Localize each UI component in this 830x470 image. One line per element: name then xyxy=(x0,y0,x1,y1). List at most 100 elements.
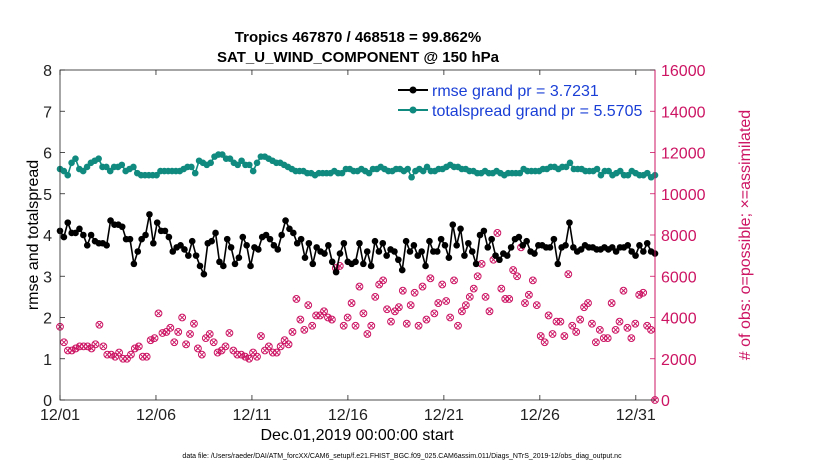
obs-possible-point xyxy=(513,272,521,281)
obs-possible-point xyxy=(639,288,648,297)
obs-assimilated-point xyxy=(305,302,311,308)
spread-point xyxy=(130,163,137,171)
rmse-point xyxy=(142,231,149,239)
rmse-point xyxy=(608,244,616,251)
rmse-point xyxy=(181,246,188,253)
obs-assimilated-point xyxy=(553,319,560,325)
rmse-point xyxy=(476,231,484,239)
obs-possible-point xyxy=(371,292,380,301)
obs-possible-point xyxy=(450,276,458,285)
obs-assimilated-point xyxy=(593,339,599,345)
obs-possible-point xyxy=(146,336,155,345)
obs-possible-point xyxy=(422,315,431,324)
spread-point xyxy=(226,155,234,162)
rmse-point xyxy=(255,246,262,253)
obs-possible-point xyxy=(276,342,285,351)
obs-assimilated-point xyxy=(423,317,430,323)
obs-possible-point xyxy=(532,301,541,310)
obs-possible-point xyxy=(316,311,324,320)
obs-assimilated-point xyxy=(597,327,603,333)
obs-possible-point xyxy=(580,303,588,312)
obs-possible-point xyxy=(363,330,372,338)
obs-assimilated-point xyxy=(514,273,520,279)
obs-possible-point xyxy=(359,309,368,318)
obs-assimilated-point xyxy=(613,327,619,333)
spread-point xyxy=(68,159,75,167)
obs-assimilated-point xyxy=(246,356,252,362)
obs-possible-point xyxy=(304,301,313,310)
obs-possible-point xyxy=(95,320,104,329)
obs-possible-point xyxy=(544,311,553,320)
rmse-point xyxy=(153,219,161,226)
obs-assimilated-point xyxy=(427,275,433,281)
obs-assimilated-point xyxy=(616,319,623,325)
rmse-point xyxy=(185,252,192,259)
rmse-point xyxy=(87,231,95,239)
rmse-point xyxy=(570,244,577,251)
obs-possible-point xyxy=(123,354,131,363)
rmse-point xyxy=(321,250,328,257)
rmse-point xyxy=(313,244,320,251)
obs-assimilated-point xyxy=(289,329,296,335)
obs-possible-point xyxy=(394,303,403,312)
obs-possible-point xyxy=(426,274,435,283)
obs-assimilated-point xyxy=(447,314,453,321)
obs-assimilated-point xyxy=(605,335,611,341)
x-tick-label: 12/06 xyxy=(136,407,176,424)
obs-assimilated-point xyxy=(573,329,579,335)
spread-point xyxy=(253,159,261,167)
rmse-point xyxy=(297,235,305,243)
obs-assimilated-point xyxy=(431,310,437,316)
rmse-point xyxy=(72,229,79,237)
rmse-point xyxy=(360,260,367,268)
obs-possible-point xyxy=(469,284,478,293)
y2-tick-label: 4000 xyxy=(661,311,697,328)
obs-assimilated-point xyxy=(222,343,229,349)
rmse-point xyxy=(332,268,340,276)
obs-possible-point xyxy=(127,350,135,359)
obs-possible-point xyxy=(201,334,210,343)
obs-assimilated-point xyxy=(254,354,260,360)
obs-assimilated-point xyxy=(132,345,138,351)
spread-point xyxy=(95,155,102,162)
obs-assimilated-point xyxy=(140,354,146,360)
obs-assimilated-point xyxy=(61,339,67,345)
obs-assimilated-point xyxy=(360,310,366,316)
legend-spread-marker xyxy=(409,106,417,114)
obs-possible-point xyxy=(406,301,415,310)
obs-assimilated-point xyxy=(155,310,162,316)
obs-assimilated-point xyxy=(601,335,607,341)
rmse-point xyxy=(612,248,620,255)
obs-possible-point xyxy=(67,346,76,355)
x-tick-label: 12/26 xyxy=(520,407,560,424)
rmse-point xyxy=(546,244,554,251)
rmse-point xyxy=(461,252,468,259)
y2-tick-label: 14000 xyxy=(661,104,706,121)
rmse-point xyxy=(188,237,196,245)
legend-rmse-label: rmse grand pr = 3.7231 xyxy=(432,83,599,100)
obs-possible-point xyxy=(627,334,636,343)
obs-possible-point xyxy=(631,319,640,328)
obs-assimilated-point xyxy=(285,341,292,347)
obs-possible-point xyxy=(225,329,234,337)
obs-possible-point xyxy=(591,338,600,347)
obs-possible-point xyxy=(339,321,348,330)
rmse-point xyxy=(243,242,250,249)
obs-possible-point xyxy=(430,309,439,318)
obs-assimilated-point xyxy=(187,331,193,337)
y-tick-label: 1 xyxy=(43,352,52,369)
rmse-point xyxy=(274,246,282,253)
obs-possible-point xyxy=(134,342,143,351)
spread-point xyxy=(593,165,601,173)
obs-assimilated-point xyxy=(565,271,571,277)
rmse-point xyxy=(212,229,219,237)
obs-possible-point xyxy=(387,317,395,326)
obs-possible-point xyxy=(410,288,419,297)
obs-possible-point xyxy=(170,338,179,347)
obs-assimilated-point xyxy=(388,319,394,325)
rmse-point xyxy=(247,262,254,270)
obs-possible-point xyxy=(115,348,124,357)
rmse-point xyxy=(640,248,647,255)
obs-assimilated-point xyxy=(270,350,276,356)
